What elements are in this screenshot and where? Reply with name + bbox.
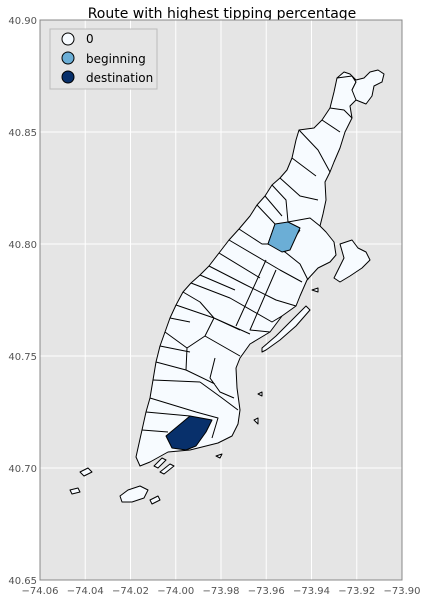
zone-borders	[141, 107, 353, 439]
y-tick-label: 40.65	[8, 576, 37, 587]
pier-fragments	[149, 287, 319, 505]
legend-marker-destination	[61, 70, 75, 84]
legend: 0 beginning destination	[49, 28, 158, 90]
legend-marker-beginning	[61, 51, 75, 65]
legend-label-zero: 0	[86, 32, 94, 46]
governors-island	[119, 485, 149, 503]
y-tick-label: 40.85	[8, 128, 37, 139]
randalls-island	[333, 239, 371, 283]
x-tick-label: −74.04	[67, 586, 104, 597]
y-tick-label: 40.80	[8, 240, 37, 251]
x-tick-label: −74.00	[157, 586, 194, 597]
legend-marker-zero	[61, 32, 75, 46]
destination-zone	[165, 415, 213, 451]
x-tick-label: −74.06	[21, 586, 58, 597]
x-tick-label: −74.02	[112, 586, 149, 597]
ellis-island	[79, 467, 93, 477]
y-tick-label: 40.90	[8, 16, 37, 27]
manhattan-taxi-zones	[69, 69, 385, 505]
roosevelt-island	[261, 305, 311, 353]
liberty-island	[69, 487, 81, 495]
x-tick-label: −73.96	[248, 586, 285, 597]
x-tick-labels: −74.06 −74.04 −74.02 −74.00 −73.98 −73.96 −73.…	[21, 586, 420, 597]
x-tick-label: −73.90	[383, 586, 420, 597]
x-tick-label: −73.94	[293, 586, 330, 597]
inwood-zone	[336, 69, 385, 105]
plot-frame	[39, 19, 403, 581]
y-tick-label: 40.75	[8, 352, 37, 363]
legend-label-beginning: beginning	[86, 52, 146, 66]
x-tick-label: −73.92	[338, 586, 375, 597]
legend-label-destination: destination	[86, 71, 153, 85]
y-tick-label: 40.70	[8, 464, 37, 475]
beginning-zone	[267, 221, 301, 253]
y-tick-labels: 40.65 40.70 40.75 40.80 40.85 40.90	[8, 16, 37, 587]
x-tick-label: −73.98	[202, 586, 239, 597]
chart-title: Route with highest tipping percentage	[88, 6, 357, 22]
